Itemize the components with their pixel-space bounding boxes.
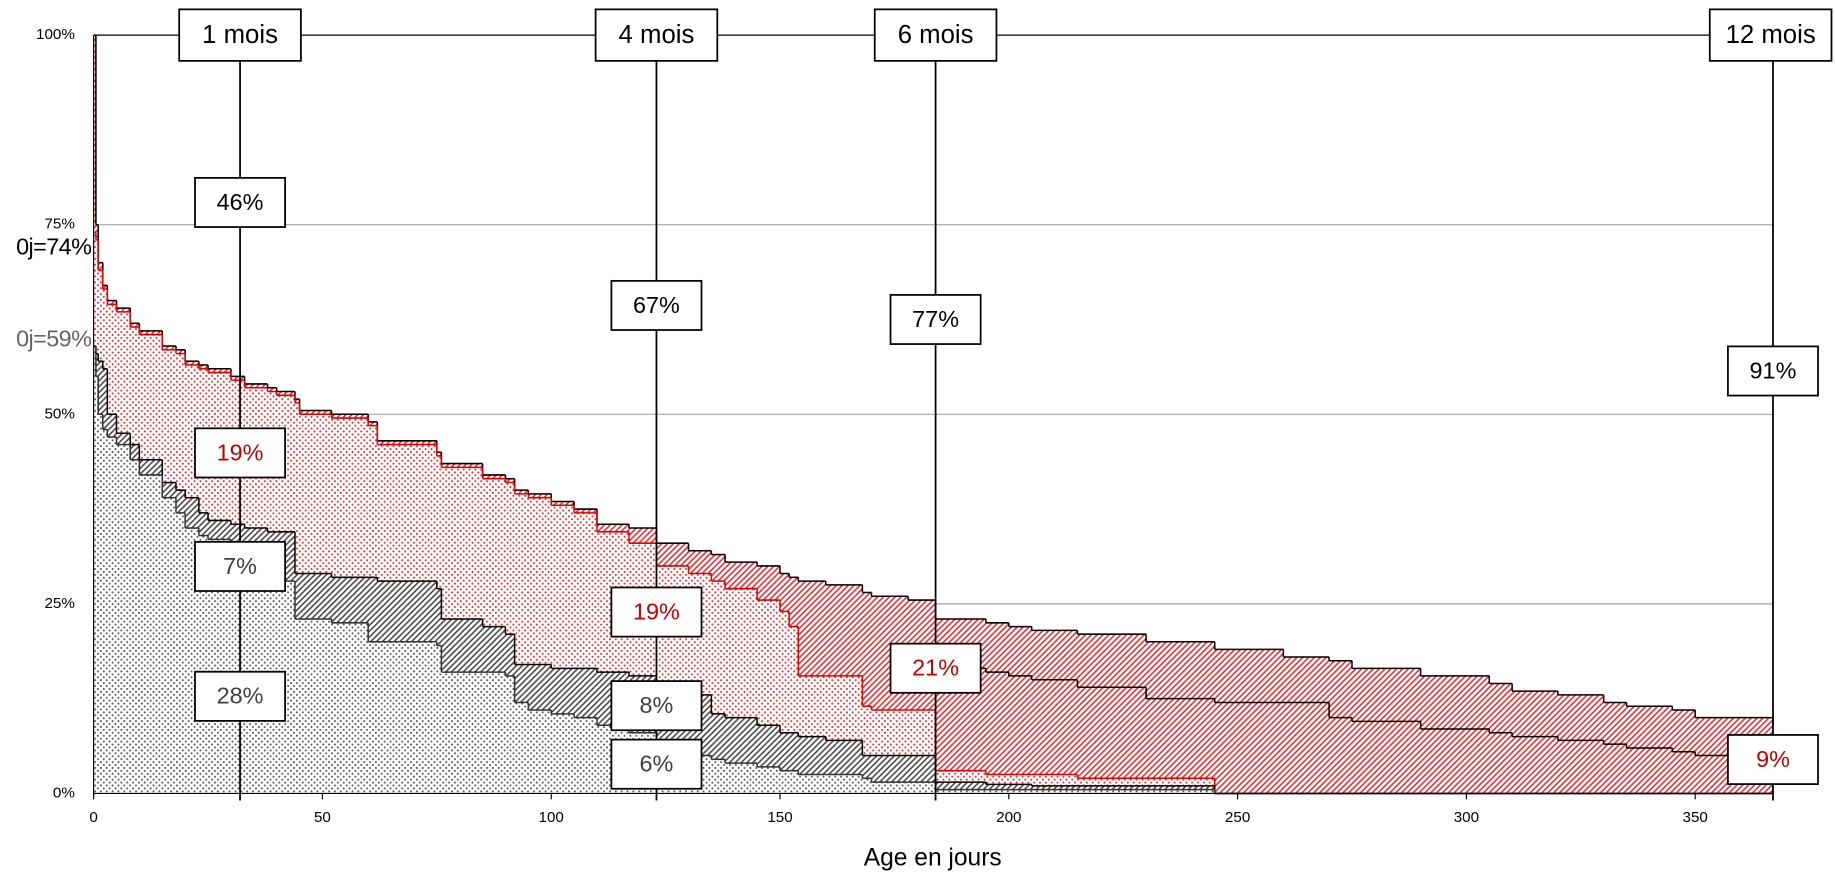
y-tick-label: 0% [53, 784, 75, 801]
x-tick-label: 100 [539, 809, 564, 826]
marker-value-box [889, 294, 982, 345]
marker-header-label: 1 mois [202, 21, 278, 49]
area-fill [93, 35, 1773, 794]
y-tick-label: 25% [44, 595, 74, 612]
y-tick-label: 100% [36, 26, 75, 43]
marker-value-label: 28% [217, 683, 264, 709]
y-tick-label: 50% [44, 405, 74, 422]
marker-value-label: 46% [217, 189, 264, 215]
marker-value-box [194, 670, 286, 722]
area-fill [93, 346, 1215, 794]
marker-value-label: 77% [912, 306, 959, 332]
marker-value-box [1727, 734, 1819, 785]
marker-value-label: 91% [1750, 357, 1797, 383]
marker-value-box [194, 427, 286, 479]
x-tick-label: 50 [314, 809, 331, 826]
marker-header-box [178, 8, 302, 62]
marker-value-box [194, 540, 286, 592]
marker-value-box [610, 279, 703, 331]
marker-value-label: 9% [1756, 746, 1790, 772]
plot-root: Age en jours 0% 25% 50% 75% 100% 0 50 100 150 200… [16, 8, 1833, 871]
x-tick-label: 300 [1454, 809, 1479, 826]
marker-value-label: 19% [633, 598, 680, 624]
marker-header-box [594, 8, 719, 62]
marker-value-box [610, 586, 703, 638]
marker-value-box [194, 177, 286, 228]
y-tick-label: 75% [44, 216, 74, 233]
start-label: 0j=59% [16, 326, 91, 352]
x-tick-label: 0 [89, 809, 97, 826]
marker-value-box [1727, 345, 1819, 397]
start-label: 0j=74% [16, 233, 91, 259]
marker-value-box [889, 642, 982, 694]
marker-header-label: 12 mois [1726, 21, 1816, 49]
marker-value-box [610, 680, 703, 732]
x-tick-label: 350 [1682, 809, 1707, 826]
marker-value-box [610, 738, 703, 790]
x-tick-label: 200 [996, 809, 1021, 826]
x-tick-label: 250 [1225, 809, 1250, 826]
marker-header-label: 4 mois [619, 21, 695, 49]
marker-value-label: 19% [217, 439, 264, 465]
marker-value-label: 21% [912, 655, 959, 681]
x-axis-title: Age en jours [864, 844, 1002, 871]
marker-value-label: 67% [633, 292, 680, 318]
marker-value-label: 6% [640, 751, 674, 777]
marker-value-label: 7% [223, 553, 257, 579]
marker-header-label: 6 mois [898, 21, 974, 49]
x-tick-label: 150 [767, 809, 792, 826]
marker-header-box [873, 8, 998, 62]
marker-value-label: 8% [640, 692, 674, 718]
marker-header-box [1708, 8, 1833, 62]
